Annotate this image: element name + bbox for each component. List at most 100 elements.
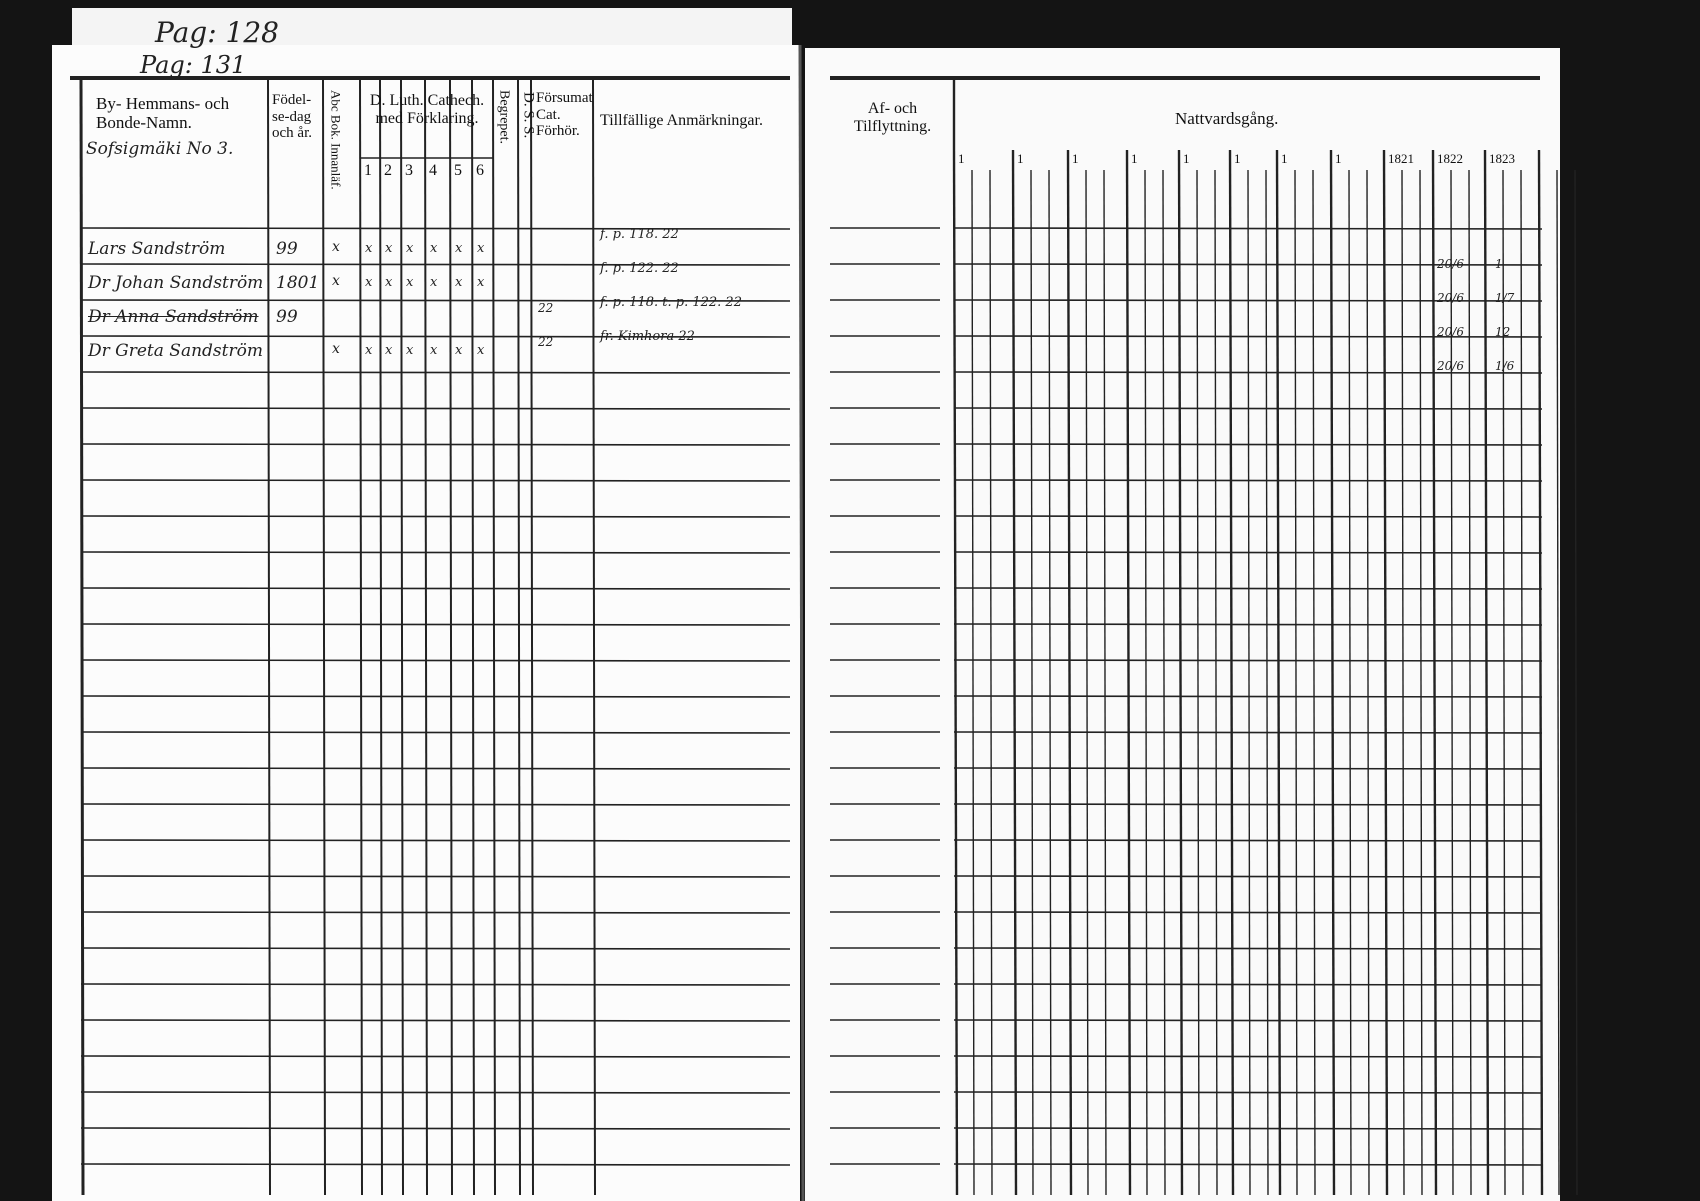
catech-mark: x <box>406 275 414 290</box>
row-line <box>80 1127 791 1130</box>
row-line <box>80 1019 791 1022</box>
header-birth: Födel-se-dag och år. <box>272 92 315 141</box>
row-line <box>80 479 791 482</box>
catech-col: 2 <box>384 162 392 179</box>
column-line <box>1030 169 1034 1196</box>
catech-mark: x <box>406 241 414 256</box>
note: f. p. 118. 22 <box>600 227 679 242</box>
row-line <box>80 1091 791 1094</box>
header-forsumat: Försumat Cat. Förhör. <box>536 90 597 139</box>
catech-mark: x <box>385 275 393 290</box>
catech-mark: x <box>477 275 485 290</box>
column-line <box>1556 169 1560 1196</box>
row-line <box>80 839 791 842</box>
catech-col: 3 <box>405 162 413 179</box>
year-col: 1 <box>1234 151 1241 166</box>
row-line <box>953 587 1543 590</box>
catech-mark: x <box>365 343 373 358</box>
row-line <box>80 335 791 338</box>
row-line <box>953 1055 1543 1058</box>
column-line <box>989 169 993 1196</box>
note: fr. Kimhora 22 <box>600 329 695 344</box>
communion-mark: 12 <box>1495 325 1511 339</box>
column-line <box>1502 169 1506 1196</box>
column-line <box>1214 169 1218 1196</box>
column-line <box>1520 169 1524 1196</box>
row-line <box>953 335 1543 338</box>
person-name: Dr Greta Sandström <box>88 341 263 361</box>
ruling <box>70 76 1578 1196</box>
row-line <box>953 767 1543 770</box>
catech-mark: x <box>455 241 463 256</box>
column-line <box>1247 169 1251 1196</box>
row-line <box>953 911 1543 914</box>
column-line <box>424 79 428 1196</box>
header-dss: D. S. S. <box>520 92 537 139</box>
row-line <box>80 551 791 554</box>
note: f. p. 122. 22 <box>600 261 679 276</box>
row-line <box>80 1055 791 1058</box>
column-line <box>449 79 453 1196</box>
column-line <box>517 79 521 1196</box>
row-line <box>953 371 1543 374</box>
person-name: Dr Anna Sandström <box>88 307 259 327</box>
year-col: 1 <box>1281 151 1288 166</box>
row-line <box>953 983 1543 986</box>
year-col: 1 <box>958 151 965 166</box>
row-line <box>953 1019 1543 1022</box>
catech-mark: x <box>385 241 393 256</box>
row-line <box>953 479 1543 482</box>
catech-mark: x <box>455 275 463 290</box>
column-line <box>1085 169 1089 1196</box>
communion-mark: 1/7 <box>1495 291 1515 305</box>
column-line <box>1144 169 1148 1196</box>
row-line <box>80 875 791 878</box>
year-col: 1 <box>1072 151 1079 166</box>
row-line <box>80 407 791 410</box>
year-col: 1 <box>1335 151 1342 166</box>
row-line <box>953 407 1543 410</box>
forsumat: 22 <box>538 301 554 315</box>
abc-mark: x <box>332 341 340 357</box>
column-line <box>1574 169 1578 1196</box>
page-number: Pag: 131 <box>140 51 247 79</box>
birth-year: 1801 <box>276 273 320 293</box>
column-line <box>530 79 534 1196</box>
column-line <box>1048 169 1052 1196</box>
column-line <box>359 79 363 1196</box>
row-line <box>80 731 791 734</box>
row-line <box>80 767 791 770</box>
column-line <box>1196 169 1200 1196</box>
catech-mark: x <box>430 241 438 256</box>
row-line <box>953 839 1543 842</box>
row-line <box>953 947 1543 950</box>
column-line <box>1348 169 1352 1196</box>
catech-col: 4 <box>429 162 437 179</box>
catech-mark: x <box>477 343 485 358</box>
column-line <box>267 79 271 1196</box>
row-line <box>953 227 1543 230</box>
column-line <box>1312 169 1316 1196</box>
abc-mark: x <box>332 273 340 289</box>
column-line <box>1366 169 1370 1196</box>
header-catech: D. Luth. Cathech. med Förklaring. <box>369 92 489 127</box>
column-line <box>492 79 496 1196</box>
row-line <box>80 443 791 446</box>
birth-year: 99 <box>276 307 298 327</box>
row-line <box>953 263 1543 266</box>
header-abc: Abc Bok. Innanläf. <box>328 90 344 190</box>
row-line <box>953 1163 1543 1166</box>
year-col: 1 <box>1183 151 1190 166</box>
catech-mark: x <box>430 275 438 290</box>
column-line <box>1450 169 1454 1196</box>
catech-mark: x <box>365 275 373 290</box>
row-line <box>953 659 1543 662</box>
row-line <box>80 227 791 230</box>
column-line <box>952 149 959 1196</box>
row-line <box>80 587 791 590</box>
column-line <box>1103 169 1107 1196</box>
catech-mark: x <box>430 343 438 358</box>
